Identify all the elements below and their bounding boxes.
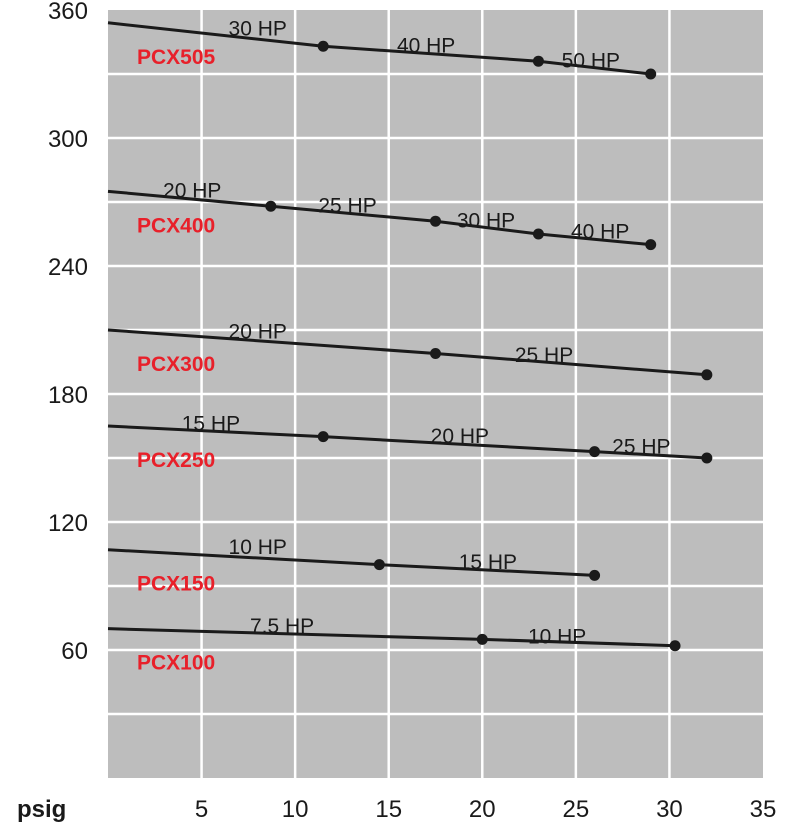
x-tick-label: 20 — [469, 796, 496, 823]
data-point-marker — [589, 569, 601, 581]
data-point-marker — [430, 215, 441, 227]
series-pcx400: 20 HP 25 HP 30 HP 40 HP PCX400 — [107, 180, 657, 251]
data-point-marker — [645, 239, 657, 251]
hp-label: 25 HP — [612, 436, 670, 459]
series-pcx505: 30 HP 40 HP 50 HP PCX505 — [107, 18, 657, 80]
y-axis-tick-labels: 60 120 180 240 300 360 — [48, 0, 88, 665]
y-tick-label: 300 — [48, 126, 88, 153]
model-label: PCX100 — [137, 652, 215, 675]
x-tick-label: 35 — [750, 796, 777, 823]
y-tick-label: 60 — [61, 638, 88, 665]
x-tick-label: 15 — [375, 796, 402, 823]
y-tick-label: 240 — [48, 254, 88, 281]
hp-label: 15 HP — [182, 412, 240, 435]
x-tick-label: 10 — [282, 796, 309, 823]
data-point-marker — [317, 431, 329, 443]
data-point-marker — [532, 55, 544, 67]
data-point-marker — [317, 40, 329, 52]
series-lines: 30 HP 40 HP 50 HP PCX505 20 HP 25 HP 30 HP 40 H… — [107, 18, 713, 675]
hp-label: 30 HP — [457, 210, 515, 233]
x-axis-unit-label: psig — [17, 796, 66, 823]
hp-label: 50 HP — [562, 50, 620, 73]
y-tick-label: 180 — [48, 382, 88, 409]
data-point-marker — [669, 640, 681, 652]
data-point-marker — [589, 446, 601, 458]
y-tick-label: 360 — [48, 0, 88, 25]
model-label: PCX400 — [137, 214, 215, 237]
hp-label: 15 HP — [459, 551, 517, 574]
data-point-marker — [430, 347, 441, 359]
data-point-marker — [476, 633, 488, 645]
data-point-marker — [265, 200, 277, 212]
hp-label: 7.5 HP — [250, 615, 314, 638]
data-point-marker — [701, 369, 713, 381]
x-tick-label: 30 — [656, 796, 683, 823]
data-point-marker — [373, 559, 385, 571]
series-line — [107, 21, 651, 76]
hp-label: 30 HP — [229, 18, 287, 41]
hp-label: 10 HP — [528, 626, 586, 649]
hp-label: 25 HP — [515, 344, 573, 367]
grid-lines — [108, 10, 763, 778]
data-point-marker — [701, 452, 713, 464]
hp-label: 10 HP — [229, 536, 287, 559]
hp-label: 20 HP — [229, 321, 287, 344]
hp-label: 40 HP — [571, 220, 629, 243]
model-label: PCX505 — [137, 46, 216, 69]
series-pcx300: 20 HP 25 HP PCX300 — [107, 321, 713, 381]
series-pcx250: 15 HP 20 HP 25 HP PCX250 — [107, 412, 713, 472]
model-label: PCX300 — [137, 353, 215, 376]
series-pcx100: 7.5 HP 10 HP PCX100 — [107, 615, 681, 675]
data-point-marker — [532, 228, 544, 240]
y-tick-label: 120 — [48, 510, 88, 537]
data-point-marker — [645, 68, 657, 80]
series-pcx150: 10 HP 15 HP PCX150 — [107, 536, 601, 596]
hp-label: 20 HP — [163, 180, 221, 203]
hp-label: 20 HP — [431, 425, 489, 448]
x-tick-label: 5 — [195, 796, 208, 823]
model-label: PCX150 — [137, 573, 215, 596]
model-label: PCX250 — [137, 449, 215, 472]
hp-label: 25 HP — [318, 195, 376, 218]
hp-label: 40 HP — [397, 35, 455, 58]
x-tick-label: 25 — [563, 796, 590, 823]
x-axis-tick-labels: 5 10 15 20 25 30 35 — [195, 796, 776, 823]
series-line — [107, 424, 707, 460]
